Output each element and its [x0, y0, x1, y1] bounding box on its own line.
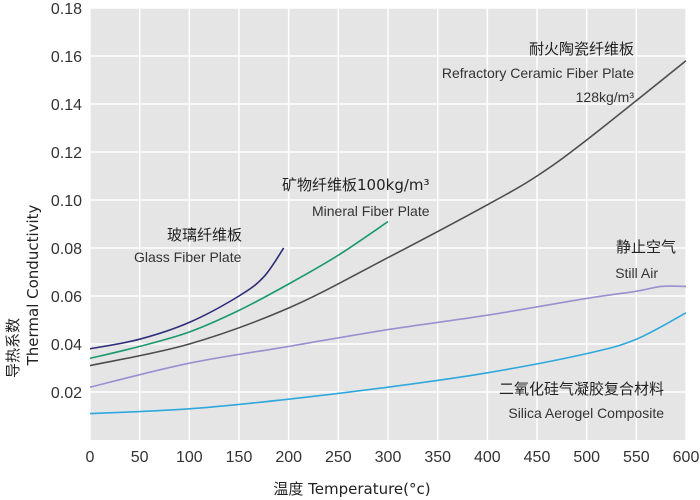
label-glass-en: Glass Fiber Plate	[134, 249, 242, 265]
series-line-4	[89, 312, 687, 415]
label-aerogel-zh: 二氧化硅气凝胶复合材料	[499, 380, 664, 398]
x-tick-labels: 0 50 100 150 200 250 300 350 400 450 500 550 600	[86, 449, 700, 466]
label-mineral-zh: 矿物纤维板100kg/m³	[282, 176, 430, 194]
label-air-zh: 静止空气	[616, 238, 676, 256]
series-lines	[89, 60, 687, 415]
y-tick-label: 0.08	[51, 241, 82, 258]
series-line-3	[89, 285, 687, 388]
x-tick-label: 150	[226, 449, 253, 466]
x-tick-label: 300	[375, 449, 402, 466]
y-tick-label: 0.18	[51, 1, 82, 18]
y-tick-label: 0.12	[51, 145, 82, 162]
x-tick-label: 550	[623, 449, 650, 466]
label-aerogel-en: Silica Aerogel Composite	[508, 405, 664, 421]
x-tick-label: 600	[673, 449, 700, 466]
series-line-2	[89, 247, 285, 350]
series-line-0	[89, 60, 687, 367]
label-mineral-en: Mineral Fiber Plate	[312, 203, 430, 219]
label-air-en: Still Air	[615, 265, 658, 281]
x-tick-label: 250	[325, 449, 352, 466]
y-tick-label: 0.02	[51, 385, 82, 402]
x-tick-label: 400	[474, 449, 501, 466]
x-tick-label: 0	[86, 449, 95, 466]
y-tick-labels: 0.02 0.04 0.06 0.08 0.10 0.12 0.14 0.16 0.18	[51, 1, 82, 402]
label-glass-zh: 玻璃纤维板	[167, 226, 242, 244]
x-tick-label: 50	[131, 449, 149, 466]
y-tick-label: 0.14	[51, 97, 82, 114]
y-tick-label: 0.10	[51, 193, 82, 210]
x-tick-label: 200	[275, 449, 302, 466]
y-axis-title-zh: 导热系数	[4, 318, 22, 378]
y-tick-label: 0.04	[51, 337, 82, 354]
x-gridlines	[89, 8, 687, 440]
series-line-1	[89, 220, 389, 360]
x-tick-label: 100	[176, 449, 203, 466]
y-axis-title-en: Thermal Conductivity	[24, 204, 42, 366]
x-tick-label: 350	[424, 449, 451, 466]
label-ceramic-zh: 耐火陶瓷纤维板	[529, 40, 634, 58]
x-axis-title: 温度 Temperature(°c)	[273, 480, 430, 498]
label-ceramic-density: 128kg/m³	[576, 89, 635, 105]
y-tick-label: 0.06	[51, 289, 82, 306]
y-tick-label: 0.16	[51, 49, 82, 66]
label-ceramic-en: Refractory Ceramic Fiber Plate	[442, 65, 634, 81]
x-tick-label: 450	[524, 449, 551, 466]
x-tick-label: 500	[573, 449, 600, 466]
